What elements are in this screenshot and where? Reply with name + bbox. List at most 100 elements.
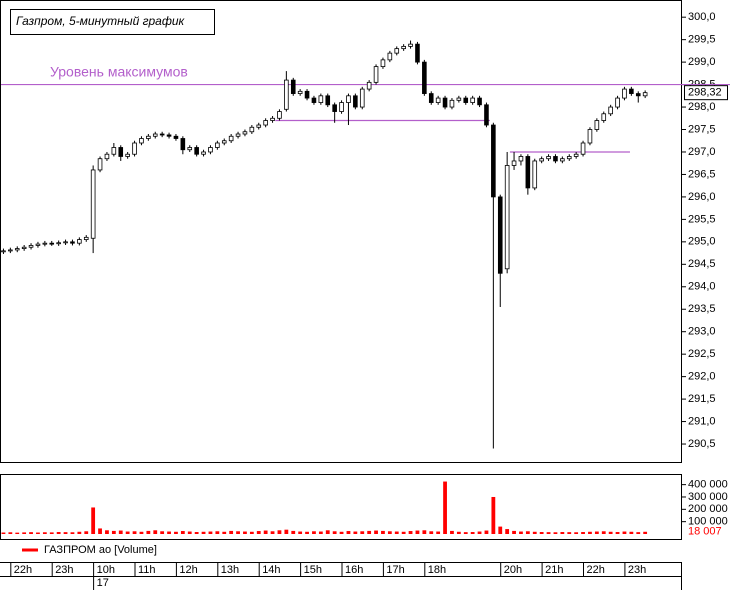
y-tick-label: 299,0 [688, 56, 716, 68]
candle-body [622, 88, 627, 99]
volume-bar [629, 531, 634, 534]
candle-body [125, 153, 130, 157]
x-tick-label: 21h [545, 564, 563, 576]
y-tick-label: 296,0 [688, 191, 716, 203]
volume-bar [456, 531, 461, 534]
candle-body [290, 79, 296, 94]
volume-bar [622, 531, 627, 534]
x-tick-label: 22h [587, 564, 605, 576]
volume-bar [139, 531, 144, 534]
candle-body [256, 124, 262, 128]
volume-bar [160, 531, 165, 534]
volume-bar [318, 531, 323, 534]
volume-bar [249, 531, 254, 534]
volume-bar [353, 531, 358, 534]
volume-bar [91, 507, 96, 534]
y-tick-label: 293,0 [688, 326, 716, 338]
volume-bar [387, 531, 392, 534]
y-tick-label: 299,5 [688, 34, 716, 46]
candle-body [573, 153, 579, 157]
volume-bar [394, 531, 399, 534]
volume-bar [360, 531, 365, 534]
volume-bar [167, 531, 171, 534]
volume-bar [146, 530, 151, 534]
candle-body [539, 158, 544, 162]
x-tick-label: 20h [504, 564, 522, 576]
volume-bar [415, 530, 420, 534]
candle-body [132, 142, 137, 155]
volume-bar [77, 531, 82, 534]
y-tick-label: 290,5 [688, 438, 716, 450]
volume-bar [22, 532, 27, 534]
candle-body [456, 97, 462, 101]
candle-body [263, 120, 268, 126]
volume-bar [512, 530, 516, 534]
x-tick-label: 22h [14, 564, 32, 576]
volume-bar [643, 531, 648, 534]
candle-body [491, 124, 496, 198]
candle-body [518, 156, 524, 162]
candle-body [560, 158, 565, 162]
last-price-label: 298,32 [688, 87, 722, 99]
y-tick-label: 294,5 [688, 258, 716, 270]
volume-bar [325, 530, 330, 534]
volume-bar [332, 531, 337, 534]
volume-bar [243, 531, 247, 534]
y-tick-label: 297,0 [688, 146, 716, 158]
volume-bar [105, 530, 109, 534]
candle-body [594, 120, 600, 130]
volume-bar [229, 530, 234, 534]
candle-body [629, 88, 634, 94]
x-tick-label: 23h [55, 564, 73, 576]
volume-bar [36, 532, 40, 534]
y-tick-label: 295,0 [688, 236, 716, 248]
candle-body [304, 90, 310, 99]
candle-body [97, 158, 103, 171]
candle-body [401, 45, 406, 50]
candle-body [642, 92, 648, 97]
y-tick-label: 294,0 [688, 281, 716, 293]
candle-body [56, 242, 61, 245]
candle-body [35, 243, 41, 246]
candle-body [77, 239, 82, 244]
candle-body [21, 246, 27, 249]
price-panel [0, 0, 682, 463]
y-tick-label: 300,0 [688, 11, 716, 23]
candle-body [387, 52, 393, 61]
candle-body [353, 95, 358, 108]
level-label: Уровень максимумов [50, 63, 188, 79]
volume-bar [401, 531, 406, 534]
volume-bar [498, 526, 503, 534]
candle-body [49, 242, 55, 245]
volume-bar [49, 532, 54, 534]
candle-body [111, 147, 117, 155]
candle-body [442, 97, 448, 108]
volume-bar [484, 530, 489, 534]
candle-body [249, 126, 255, 133]
volume-bar [215, 531, 220, 534]
y-tick-label: 296,5 [688, 168, 716, 180]
volume-bar [111, 530, 116, 534]
volume-bar [574, 532, 579, 534]
legend-label: ГАЗПРОМ ао [Volume] [44, 544, 157, 556]
candle-body [497, 196, 503, 274]
candle-body [394, 48, 400, 54]
candle-body [373, 66, 379, 83]
volume-bar [422, 530, 427, 534]
x-tick-label: 23h [628, 564, 646, 576]
candle-body [608, 106, 613, 115]
volume-bar [236, 531, 240, 534]
volume-bar [187, 531, 192, 534]
candle-body [359, 88, 365, 108]
candle-body [380, 59, 386, 68]
candle-body [525, 156, 531, 189]
x-tick-label: 17h [386, 564, 404, 576]
candle-body [601, 113, 607, 121]
candle-body [422, 61, 427, 94]
candle-body [553, 156, 558, 162]
volume-bar [381, 530, 385, 534]
candle-body [615, 97, 620, 108]
x-tick-label: 10h [97, 564, 115, 576]
candle-body [428, 93, 434, 103]
candle-body [146, 135, 151, 139]
